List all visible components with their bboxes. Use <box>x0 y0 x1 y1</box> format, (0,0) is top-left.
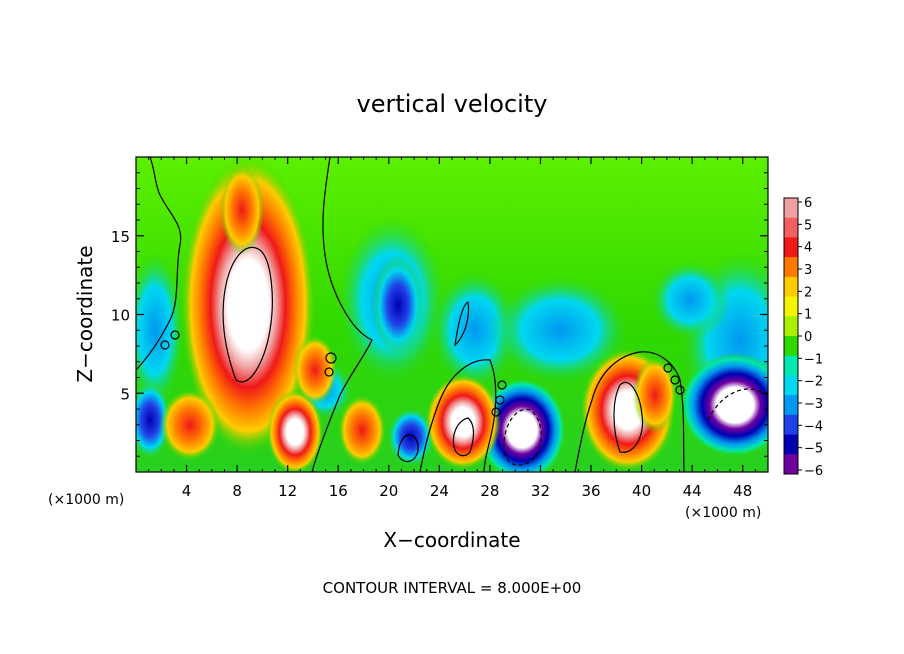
x-tick-label: 48 <box>733 482 752 500</box>
downdraft-mid-core <box>372 255 424 355</box>
y-tick-label: 15 <box>111 228 130 246</box>
y-axis: 5 10 15 <box>111 172 768 457</box>
colorbar: 6 5 4 3 2 1 0 −1 −2 −3 −4 −5 −6 <box>783 196 823 479</box>
updraft-cell-15km <box>293 335 337 405</box>
downdraft-center-right <box>490 275 630 385</box>
colorbar-tick-label: 1 <box>804 308 812 323</box>
downdraft-left-edge <box>136 250 185 410</box>
colorbar-tick-label: 6 <box>804 196 812 211</box>
updraft-cell-40km <box>633 357 677 433</box>
updraft-cell-26km <box>425 374 501 470</box>
downdraft-mid-right <box>430 270 520 390</box>
y-tick-label: 5 <box>120 385 130 403</box>
contour-ring-7 <box>670 375 680 385</box>
contour-mid-left <box>311 157 373 472</box>
colorbar-swatch <box>784 316 798 337</box>
x-axis-label: X−coordinate <box>383 528 520 552</box>
colorbar-tick-label: 4 <box>804 241 812 256</box>
contour-dashed-46km <box>707 388 768 421</box>
colorbar-swatch <box>784 434 798 455</box>
velocity-field <box>136 157 768 472</box>
colorbar-swatch <box>784 198 798 219</box>
contour-cell-38km <box>574 351 685 472</box>
x-tick-label: 44 <box>683 482 702 500</box>
contour-ring-10 <box>170 330 180 340</box>
x-unit-left: (×1000 m) <box>48 492 124 508</box>
downdraft-core-22km <box>387 407 435 467</box>
updraft-cell-13km <box>267 390 323 472</box>
colorbar-tick-label: −3 <box>804 397 823 412</box>
contour-cell-26km <box>419 359 497 472</box>
x-tick-label: 16 <box>329 482 348 500</box>
colorbar-swatch <box>784 257 798 278</box>
colorbar-tick-label: −4 <box>804 419 823 434</box>
contour-ring-3 <box>497 380 507 390</box>
contour-ring-5 <box>491 407 501 417</box>
contour-dashed-31km <box>503 408 542 466</box>
chart-title: vertical velocity <box>357 90 548 118</box>
contour-updraft-core <box>222 246 273 383</box>
x-tick-label: 4 <box>182 482 192 500</box>
colorbar-swatch <box>784 336 798 357</box>
colorbar-swatch <box>784 217 798 238</box>
x-tick-label: 20 <box>379 482 398 500</box>
colorbar-tick-label: 2 <box>804 285 812 300</box>
colorbar-tick-label: 3 <box>804 263 812 278</box>
x-unit-right: (×1000 m) <box>685 505 761 521</box>
x-tick-label: 28 <box>480 482 499 500</box>
updraft-cell-4km <box>160 389 220 461</box>
colorbar-tick-label: −1 <box>804 352 823 367</box>
downdraft-core-31km <box>478 378 566 472</box>
contour-ring-4 <box>495 395 505 405</box>
downdraft-upper-right <box>650 260 730 340</box>
contour-core-26km <box>452 417 475 457</box>
colorbar-tick-label: 5 <box>804 218 812 233</box>
x-tick-label: 24 <box>430 482 449 500</box>
contour-ring-8 <box>675 385 685 395</box>
colorbar-tick-label: 0 <box>804 330 812 345</box>
updraft-plume-top <box>220 165 264 255</box>
x-tick-label: 8 <box>232 482 242 500</box>
contour-upper-26km <box>454 301 470 347</box>
contour-left <box>136 157 182 371</box>
colorbar-swatch <box>784 414 798 436</box>
x-tick-label: 40 <box>632 482 651 500</box>
y-tick-label: 10 <box>111 307 130 325</box>
x-tick-label: 12 <box>278 482 297 500</box>
x-axis: 4 8 12 16 20 24 28 32 36 40 44 48 <box>148 157 756 500</box>
contour-interval-label: CONTOUR INTERVAL = 8.000E+00 <box>323 579 582 597</box>
updraft-core-9km <box>180 157 316 455</box>
y-axis-label: Z−coordinate <box>73 245 97 382</box>
contour-ring-6 <box>663 363 673 373</box>
colorbar-swatch <box>784 355 798 376</box>
downdraft-core-46km <box>680 353 768 457</box>
x-tick-label: 32 <box>531 482 550 500</box>
colorbar-swatch <box>784 375 798 396</box>
contour-22km <box>397 434 419 463</box>
colorbar-swatch <box>784 395 798 416</box>
contour-lines <box>136 157 768 472</box>
updraft-cell-19km <box>338 395 386 465</box>
contour-ring-9 <box>160 340 170 350</box>
contour-ring-1 <box>325 352 337 364</box>
colorbar-tick-label: −5 <box>804 442 823 457</box>
colorbar-tick-label: −6 <box>804 464 823 479</box>
contour-core-38km <box>613 381 644 453</box>
colorbar-swatch <box>784 296 798 317</box>
contour-ring-2 <box>324 367 334 377</box>
colorbar-swatch <box>784 276 798 298</box>
x-tick-label: 36 <box>581 482 600 500</box>
colorbar-swatch <box>784 454 798 475</box>
colorbar-swatch <box>784 237 798 258</box>
colorbar-tick-label: −2 <box>804 375 823 390</box>
